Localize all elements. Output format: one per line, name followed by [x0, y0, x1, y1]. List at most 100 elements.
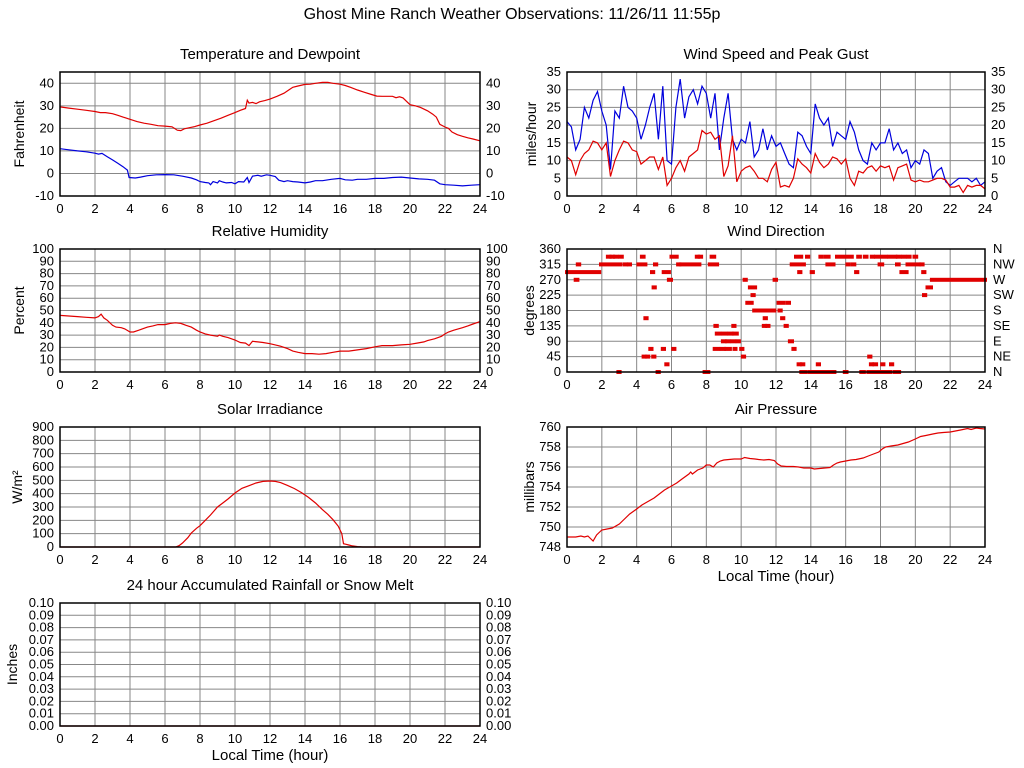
x-tick-label: 18 [873, 377, 887, 392]
x-tick-label: 18 [873, 201, 887, 216]
x-tick-label: 2 [598, 552, 605, 567]
y-tick-label: 0 [47, 539, 54, 554]
wind-direction-mark [768, 308, 777, 313]
wind-direction-mark [573, 277, 580, 282]
wind-direction-mark [815, 362, 821, 367]
wind-direction-mark [856, 254, 862, 259]
y-tick-label: 750 [539, 519, 561, 534]
wind-direction-mark [901, 254, 907, 259]
wind-direction-mark [809, 270, 815, 275]
x-tick-label: 16 [838, 201, 852, 216]
wind-direction-mark [618, 254, 624, 259]
compass-label: SE [993, 318, 1011, 333]
y-tick-label-right: 0.04 [486, 669, 511, 684]
chart-title: 24 hour Accumulated Rainfall or Snow Mel… [127, 577, 415, 594]
y-tick-label: 20 [40, 120, 54, 135]
compass-label: NW [993, 256, 1015, 271]
wind-direction-mark [869, 254, 875, 259]
y-tick-label-right: 15 [991, 135, 1005, 150]
y-tick-label-right: 30 [486, 98, 500, 113]
x-tick-label: 10 [734, 552, 748, 567]
x-tick-label: 20 [908, 377, 922, 392]
wind-direction-mark [780, 316, 786, 321]
y-tick-label: 0.04 [29, 669, 54, 684]
wind-direction-mark [645, 354, 651, 359]
series-humidity [59, 313, 481, 355]
y-tick-label: 30 [40, 327, 54, 342]
x-tick-label: 12 [263, 552, 277, 567]
plot-border [566, 248, 986, 373]
x-tick-label: 2 [91, 377, 98, 392]
wind-direction-mark [712, 346, 721, 351]
wind-direction-mark [676, 262, 682, 267]
y-tick-label-right: 0 [486, 364, 493, 379]
x-tick-label: 4 [633, 201, 640, 216]
chart-solar-irradiance: 0 2 4 6 8 10 12 14 16 18 20 22 240100200300400500600… [9, 401, 487, 567]
wind-direction-mark [868, 362, 875, 367]
x-tick-label: 6 [668, 552, 675, 567]
y-axis-title: Fahrenheit [11, 100, 27, 167]
wind-direction-mark [671, 346, 677, 351]
x-tick-label: 8 [703, 552, 710, 567]
y-tick-label: 15 [547, 135, 561, 150]
y-tick-label-right: 0.07 [486, 632, 511, 647]
x-tick-label: 12 [263, 731, 277, 746]
wind-direction-mark [626, 262, 632, 267]
y-tick-label: 0.01 [29, 706, 54, 721]
y-tick-label: 0 [554, 188, 561, 203]
y-tick-label: 30 [547, 82, 561, 97]
x-tick-label: 14 [298, 731, 312, 746]
y-tick-label: 40 [40, 315, 54, 330]
compass-label: N [993, 364, 1002, 379]
y-tick-label: 60 [40, 290, 54, 305]
y-tick-label: 45 [547, 349, 561, 364]
wind-direction-mark [643, 316, 649, 321]
compass-label: N [993, 241, 1002, 256]
wind-direction-mark [666, 277, 673, 282]
y-tick-label: 0.06 [29, 644, 54, 659]
x-tick-label: 6 [668, 201, 675, 216]
wind-direction-mark [697, 254, 704, 259]
x-tick-label: 2 [598, 201, 605, 216]
wind-direction-mark [899, 270, 909, 275]
chart-title: Wind Direction [727, 223, 825, 240]
wind-direction-mark [906, 254, 912, 259]
y-tick-label: 20 [547, 117, 561, 132]
x-tick-label: 0 [56, 731, 63, 746]
y-tick-label: 10 [40, 143, 54, 158]
y-tick-label-right: 30 [991, 82, 1005, 97]
wind-direction-mark [639, 254, 646, 259]
y-tick-label: 752 [539, 499, 561, 514]
y-tick-label-right: 0.06 [486, 644, 511, 659]
x-tick-label: 8 [196, 201, 203, 216]
x-tick-label: 14 [804, 377, 818, 392]
wind-direction-mark [867, 354, 873, 359]
y-tick-label-right: 0.05 [486, 657, 511, 672]
wind-direction-mark [912, 254, 919, 259]
wind-direction-mark [776, 300, 786, 305]
compass-label: NE [993, 349, 1011, 364]
x-tick-label: 4 [633, 552, 640, 567]
plot-border [59, 248, 481, 373]
y-tick-label-right: 20 [486, 120, 500, 135]
x-tick-label: 10 [228, 201, 242, 216]
x-tick-label: 8 [196, 377, 203, 392]
x-tick-label: 4 [126, 552, 133, 567]
y-axis-title: Percent [11, 286, 27, 334]
wind-direction-mark [731, 323, 737, 328]
wind-direction-mark [796, 362, 802, 367]
wind-direction-mark [653, 262, 659, 267]
x-tick-label: 4 [126, 731, 133, 746]
x-tick-label: 8 [703, 201, 710, 216]
x-tick-label: 20 [403, 377, 417, 392]
y-tick-label-right: 0 [991, 188, 998, 203]
y-tick-label: 0.02 [29, 693, 54, 708]
y-tick-label-right: 40 [486, 75, 500, 90]
x-tick-label: 22 [943, 552, 957, 567]
y-tick-label: 80 [40, 266, 54, 281]
x-tick-label: 0 [56, 377, 63, 392]
y-tick-label: 0 [47, 165, 54, 180]
wind-direction-mark [565, 270, 602, 275]
